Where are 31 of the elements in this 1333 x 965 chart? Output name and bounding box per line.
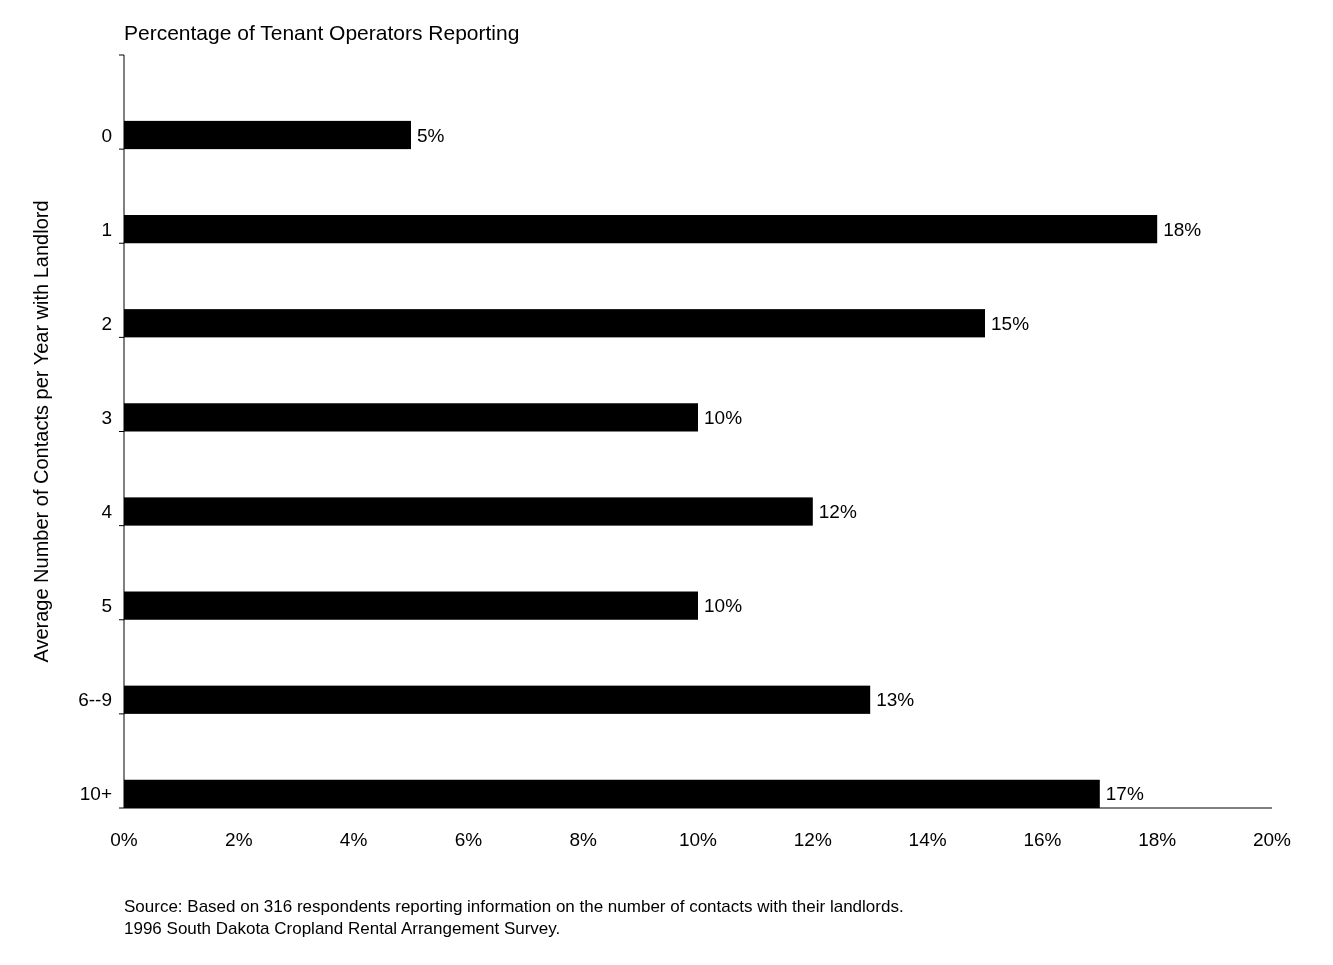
y-tick-label: 10+ <box>79 783 112 805</box>
x-tick-label: 8% <box>569 829 598 850</box>
x-tick-label: 4% <box>339 829 368 850</box>
y-axis-title: Average Number of Contacts per Year with Landlord <box>30 200 52 663</box>
y-tick-label: 3 <box>101 406 112 428</box>
y-tick-label: 4 <box>101 501 113 523</box>
data-label: 5% <box>417 124 445 146</box>
data-label: 10% <box>704 406 743 428</box>
text: 1996 South Dakota Cropland Rental Arrangement Survey. <box>124 919 561 938</box>
data-label: 15% <box>991 312 1030 334</box>
x-tick-label: 16% <box>1023 829 1062 850</box>
y-tick-label: 1 <box>101 218 112 240</box>
x-tick-label: 18% <box>1138 829 1177 850</box>
x-tick-label: 20% <box>1252 829 1292 850</box>
x-tick-label: 12% <box>793 829 832 850</box>
x-tick-label: 0% <box>110 829 138 850</box>
x-tick-label: 10% <box>678 829 718 850</box>
x-tick-label: 14% <box>908 829 947 850</box>
data-label: 17% <box>1105 783 1144 805</box>
y-tick-label: 2 <box>101 312 112 334</box>
y-tick-label: 5 <box>101 595 112 617</box>
data-label: 12% <box>818 501 857 523</box>
source-note: Source: Based on 316 respondents reporting information on the number of contacts with their landlords. <box>124 897 904 916</box>
chart-title: Percentage of Tenant Operators Reporting <box>124 21 520 44</box>
data-label: 13% <box>876 689 915 711</box>
y-tick-label: 0 <box>101 124 112 146</box>
data-label: 10% <box>704 595 743 617</box>
data-label: 18% <box>1163 218 1202 240</box>
x-tick-label: 2% <box>225 829 253 850</box>
y-tick-label: 6--9 <box>78 689 112 711</box>
x-tick-label: 6% <box>454 829 483 850</box>
